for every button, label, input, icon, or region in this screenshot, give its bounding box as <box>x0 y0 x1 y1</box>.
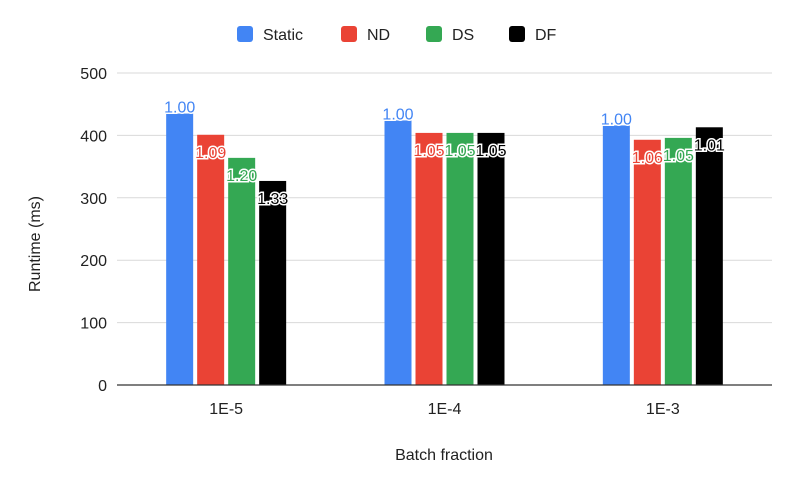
y-tick-label: 400 <box>80 128 107 145</box>
legend-swatch-df <box>509 26 525 42</box>
data-label: 1.01 <box>694 137 725 154</box>
data-label: 1.05 <box>475 143 506 160</box>
data-label: 1.00 <box>382 106 413 123</box>
data-label: 1.06 <box>632 150 663 167</box>
bar-ds-1E-4 <box>446 132 474 385</box>
bar-ds-1E-5 <box>228 157 256 385</box>
y-tick-label: 200 <box>80 253 107 270</box>
data-label: 1.00 <box>164 100 195 117</box>
y-axis-title: Runtime (ms) <box>27 196 44 292</box>
bar-static-1E-4 <box>384 120 412 385</box>
legend: Static ND DS DF <box>237 26 557 44</box>
y-tick-label: 0 <box>98 378 107 395</box>
data-label: 1.09 <box>195 145 226 162</box>
data-labels: 1.001.091.201.331.001.05 1.05 1.051.001.06… <box>163 98 727 209</box>
legend-label-ds: DS <box>452 27 474 44</box>
x-axis-title: Batch fraction <box>395 447 493 464</box>
gridlines <box>117 72 772 324</box>
bar-nd-1E-4 <box>415 132 443 385</box>
y-tick-label: 100 <box>80 316 107 333</box>
y-tick-label: 500 <box>80 66 107 83</box>
legend-label-static: Static <box>263 27 303 44</box>
data-label: 1.33 <box>257 191 288 208</box>
axes: 0 100 200 300 400 500 1E-5 1E-4 1E-3 <box>80 66 772 418</box>
legend-swatch-nd <box>341 26 357 42</box>
bar-ds-1E-3 <box>664 137 692 385</box>
bar-df-1E-4 <box>477 132 505 385</box>
y-tick-label: 300 <box>80 191 107 208</box>
bar-static-1E-5 <box>166 113 194 385</box>
bars <box>166 113 723 386</box>
data-label: 1.20 <box>226 168 257 185</box>
bar-df-1E-5 <box>259 180 287 385</box>
x-tick-label: 1E-3 <box>646 401 680 418</box>
data-label: 1.05 <box>444 143 475 160</box>
legend-label-nd: ND <box>367 27 390 44</box>
data-label: 1.00 <box>601 111 632 128</box>
bar-static-1E-3 <box>602 125 630 385</box>
bar-df-1E-3 <box>695 127 723 386</box>
x-tick-label: 1E-4 <box>428 401 462 418</box>
data-label: 1.05 <box>663 148 694 165</box>
x-tick-label: 1E-5 <box>209 401 243 418</box>
legend-label-df: DF <box>535 27 557 44</box>
bar-nd-1E-3 <box>633 139 661 385</box>
data-label: 1.05 <box>413 143 444 160</box>
bar-nd-1E-5 <box>197 134 225 385</box>
legend-swatch-static <box>237 26 253 42</box>
legend-swatch-ds <box>426 26 442 42</box>
